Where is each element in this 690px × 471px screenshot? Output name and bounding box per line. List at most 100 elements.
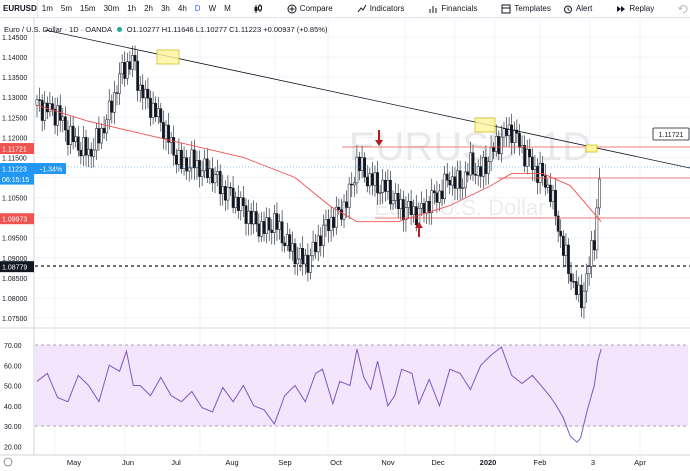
candle <box>590 230 594 278</box>
swing-high-highlight[interactable] <box>474 117 496 133</box>
price-callout[interactable] <box>652 127 690 141</box>
candle-body <box>561 235 565 256</box>
rsi-axis-label: 40.00 <box>4 404 22 411</box>
price-chart[interactable]: EURUSD, 1D Euro / U.S. Dollar 1.145001.1… <box>0 18 690 471</box>
candle-body <box>595 207 599 251</box>
candle <box>74 127 78 148</box>
candle-body <box>136 60 139 91</box>
timeframe-M[interactable]: M <box>224 4 231 13</box>
timeframe-1m[interactable]: 1m <box>41 4 53 13</box>
percent-change-tag[interactable]: -1.34% <box>34 163 66 175</box>
candle-body <box>580 284 583 309</box>
candle-body <box>500 136 503 155</box>
candle-body <box>324 219 328 226</box>
candle-body <box>598 178 601 209</box>
current-touch-highlight[interactable] <box>585 144 598 153</box>
candle-body <box>569 273 573 282</box>
candle <box>487 156 490 185</box>
candle-body <box>87 148 90 156</box>
candle-body <box>536 165 539 183</box>
candle-body <box>94 128 98 151</box>
rsi-axis[interactable]: 70.00 60.00 50.00 40.00 30.00 20.00 <box>4 343 22 451</box>
candle-body <box>169 137 173 143</box>
candle-body <box>389 179 392 205</box>
rsi-line <box>36 346 602 443</box>
candle <box>564 233 568 268</box>
candle-body <box>518 132 521 148</box>
candle <box>358 151 361 181</box>
candle-body <box>203 158 207 172</box>
candle <box>267 208 271 242</box>
price-tag[interactable]: 1.11223 <box>0 163 34 175</box>
candle <box>257 213 261 243</box>
trendline[interactable] <box>44 29 690 169</box>
candle <box>458 160 462 200</box>
candle <box>265 207 268 244</box>
timeframe-4h[interactable]: 4h <box>177 4 187 13</box>
timeframe-D[interactable]: D <box>194 4 201 13</box>
candle-body <box>469 152 472 176</box>
time-axis[interactable]: May Jun Jul Aug Sep Oct Nov Dec 2020 Feb 3 Apr <box>67 458 646 467</box>
price-axis-label: 1.10500 <box>2 196 27 203</box>
candle-body <box>332 216 336 228</box>
price-tag[interactable]: 06:15:15 <box>0 173 34 185</box>
templates-button[interactable]: Templates <box>495 0 556 17</box>
candle-body <box>115 92 119 94</box>
candle-body <box>76 136 80 151</box>
chart-settings-icon[interactable] <box>3 457 13 467</box>
price-tag[interactable]: 1.11721 <box>0 143 34 155</box>
candle <box>208 160 212 185</box>
price-tag[interactable]: 1.09973 <box>0 213 34 225</box>
financials-button[interactable]: Financials <box>422 0 483 17</box>
candle-body <box>564 244 568 256</box>
candle <box>120 54 124 84</box>
timeframe-2h[interactable]: 2h <box>144 4 153 13</box>
compare-button[interactable]: Compare <box>281 0 339 17</box>
candle <box>89 142 93 169</box>
candle-body <box>193 149 196 169</box>
candle-body <box>205 158 209 178</box>
candle <box>53 97 57 135</box>
timeframe-30m[interactable]: 30m <box>103 4 120 13</box>
candle <box>283 236 287 253</box>
arrow-down-icon[interactable] <box>375 130 383 146</box>
candle <box>79 141 83 165</box>
timeframe-1h[interactable]: 1h <box>127 4 137 13</box>
candle <box>360 145 364 179</box>
candle-body <box>471 152 475 175</box>
candle-body <box>102 127 106 134</box>
candle <box>448 171 452 195</box>
timeframe-3h[interactable]: 3h <box>160 4 170 13</box>
candle-body <box>216 171 219 176</box>
candle-body <box>262 221 266 234</box>
candle <box>195 150 199 180</box>
candle-body <box>211 168 214 184</box>
candle <box>231 175 235 214</box>
legend-title[interactable]: Euro / U.S. Dollar · 1D · OANDA <box>4 25 112 34</box>
replay-button[interactable]: Replay <box>610 0 660 17</box>
candle <box>64 106 67 142</box>
candle-body <box>141 84 145 99</box>
price-tag[interactable]: 1.08779 <box>0 261 34 273</box>
candle <box>273 204 276 245</box>
timeframe-W[interactable]: W <box>208 4 217 13</box>
indicators-button[interactable]: Indicators <box>351 0 411 17</box>
alert-button[interactable]: Alert <box>557 0 598 17</box>
chart-type-button[interactable] <box>247 0 269 17</box>
compare-label: Compare <box>299 4 333 13</box>
financials-icon <box>429 5 437 13</box>
candle-body <box>474 173 477 176</box>
candle-body <box>296 258 299 265</box>
undo-button[interactable] <box>672 0 690 17</box>
candle-body <box>574 281 578 295</box>
candle-body <box>556 215 560 232</box>
timeframe-5m[interactable]: 5m <box>60 4 73 13</box>
symbol-search[interactable]: EURUSD <box>0 0 38 17</box>
timeframe-15m[interactable]: 15m <box>80 4 96 13</box>
candle-body <box>257 223 261 237</box>
candle <box>82 125 85 167</box>
arrow-up-icon[interactable] <box>415 222 423 237</box>
candle-body <box>316 235 320 253</box>
candle-body <box>520 145 524 148</box>
swing-high-highlight[interactable] <box>156 49 180 65</box>
